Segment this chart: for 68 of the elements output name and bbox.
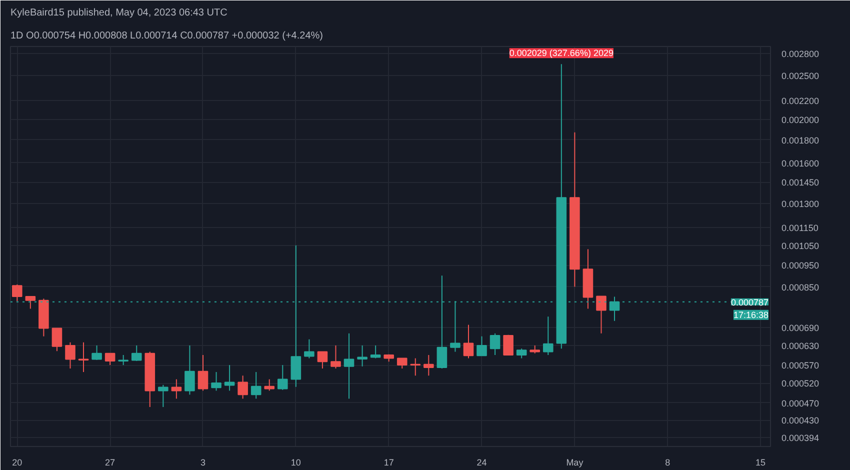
- chart-title: KyleBaird15 published, May 04, 2023 06:43 UTC: [10, 8, 228, 18]
- candlestick: [104, 352, 116, 366]
- candlestick: [118, 354, 128, 366]
- annotation: 0.002029 (327.66%) 2029: [509, 48, 614, 58]
- x-tick-label: 10: [290, 458, 301, 468]
- y-tick-label: 0.000950: [782, 260, 820, 271]
- candlestick: [250, 372, 262, 400]
- y-tick-label: 0.001050: [782, 240, 820, 251]
- x-tick-label: May: [566, 458, 584, 468]
- x-tick-label: 27: [105, 458, 116, 468]
- candlestick: [198, 354, 208, 392]
- x-tick-label: 15: [756, 458, 766, 468]
- candlestick: [224, 364, 235, 392]
- candlestick: [596, 296, 606, 334]
- candlestick: [463, 324, 474, 359]
- candlestick: [238, 375, 248, 400]
- x-tick-label: 3: [200, 458, 206, 468]
- y-tick-label: 0.000394: [782, 432, 820, 443]
- y-tick-label: 0.000690: [782, 323, 820, 334]
- candlestick: [330, 344, 341, 370]
- candlestick: [542, 316, 554, 356]
- y-tick-label: 0.002500: [782, 71, 820, 82]
- candlestick: [25, 296, 36, 310]
- y-tick-label: 0.000850: [782, 282, 820, 292]
- candlestick: [503, 334, 514, 356]
- x-tick-label: 20: [12, 458, 22, 468]
- candlestick: [476, 336, 487, 356]
- candlestick: [304, 338, 314, 359]
- candlestick: [92, 344, 102, 360]
- y-tick-label: 0.000470: [782, 398, 820, 408]
- candlestick: [171, 378, 182, 400]
- y-tick-label: 0.000520: [782, 378, 820, 389]
- x-tick-label: 8: [665, 458, 670, 468]
- candlestick: [410, 358, 421, 376]
- annotation: 17:16:38: [733, 310, 769, 320]
- y-tick-label: 0.002800: [782, 48, 820, 59]
- y-tick-label: 0.002000: [782, 114, 820, 125]
- y-tick-label: 0.001150: [782, 223, 818, 234]
- candlestick: [516, 348, 527, 359]
- candlestick: [65, 342, 76, 370]
- candlestick: [490, 332, 500, 356]
- candlestick: [317, 351, 328, 370]
- y-tick-label: 0.001450: [782, 178, 820, 188]
- candlestick: [78, 342, 89, 373]
- y-tick-label: 0.000570: [782, 360, 820, 371]
- y-tick-label: 0.000430: [782, 416, 820, 426]
- x-tick-label: 17: [384, 458, 394, 468]
- candlestick: [344, 332, 354, 400]
- candlestick: [277, 364, 288, 390]
- candlestick: [52, 328, 62, 352]
- ref-line-label: 0.000787: [730, 297, 769, 308]
- candlestick: [211, 372, 222, 392]
- y-tick-label: 0.002200: [782, 96, 820, 106]
- y-tick-label: 0.000630: [782, 340, 820, 351]
- candlestick: [184, 344, 195, 396]
- candlestick: [158, 384, 168, 408]
- candlestick: [424, 354, 434, 376]
- y-tick-label: 0.001300: [782, 199, 820, 210]
- x-tick-label: 24: [476, 458, 487, 468]
- candlestick: [264, 378, 275, 392]
- candlestick: [357, 344, 368, 367]
- candlestick: [396, 358, 408, 370]
- candlestick: [131, 344, 142, 362]
- candlestick: [12, 284, 22, 302]
- chart-subtitle: 1D O0.000754 H0.000808 L0.000714 C0.000787 +0.000032 (+4.24%): [10, 30, 323, 42]
- candlestick: [370, 344, 381, 359]
- y-tick-label: 0.001800: [782, 135, 820, 146]
- y-tick-label: 0.001600: [782, 158, 820, 168]
